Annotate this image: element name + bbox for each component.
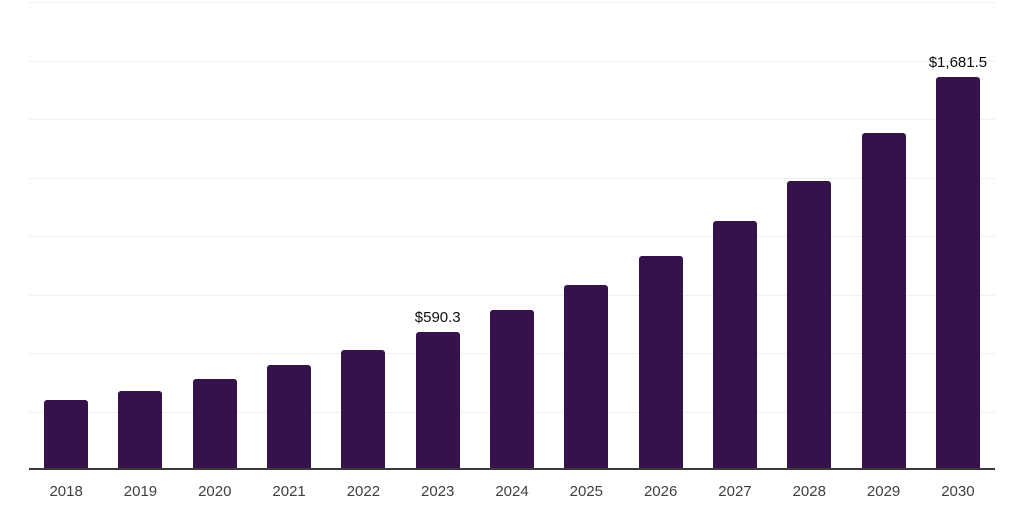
x-axis-line [29, 468, 995, 470]
bar-2025[interactable] [564, 284, 609, 470]
bar-2024[interactable] [490, 309, 535, 470]
x-tick-label-2026: 2026 [643, 483, 678, 500]
x-tick-label-2025: 2025 [569, 483, 604, 500]
x-tick-label-2018: 2018 [49, 483, 83, 500]
bar-2022[interactable] [341, 349, 386, 470]
x-tick-label-2019: 2019 [123, 483, 158, 500]
bar-slot-2022 [326, 2, 400, 470]
bar-slot-2020 [178, 2, 252, 470]
bar-2018[interactable] [44, 400, 89, 470]
bar-slot-2021 [252, 2, 326, 470]
bar-2028[interactable] [787, 180, 832, 470]
x-tick-label-2021: 2021 [272, 483, 306, 500]
x-tick-label-2028: 2028 [792, 483, 826, 500]
gridline-2000 [29, 2, 995, 3]
bar-slot-2023: $590.3 [401, 2, 475, 470]
bar-slot-2029 [846, 2, 920, 470]
bar-slot-2025 [549, 2, 623, 470]
bar-slot-2019 [103, 2, 177, 470]
bar-2029[interactable] [861, 132, 906, 470]
bar-slot-2027 [698, 2, 772, 470]
x-axis-tick-labels: 2018 2019 2020 2021 2022 2023 2024 2025 2026 2027… [29, 480, 995, 504]
gridline-1250 [29, 177, 995, 179]
x-tick-label-2029: 2029 [866, 483, 901, 500]
x-tick-label-2027: 2027 [718, 483, 752, 500]
bar-slot-2018 [29, 2, 103, 470]
bar-slot-2030: $1,681.5 [921, 2, 995, 470]
bar-slot-2026 [624, 2, 698, 470]
bar-value-label-2030: $1,681.5 [928, 53, 988, 71]
x-tick-label-2023: 2023 [421, 483, 455, 500]
bar-slot-2024 [475, 2, 549, 470]
bars-row: $590.3 $1,681.5 [29, 2, 995, 470]
x-tick-label-2022: 2022 [346, 483, 381, 500]
gridline-750 [29, 294, 995, 296]
bar-2026[interactable] [638, 256, 683, 470]
x-tick-label-2030: 2030 [941, 483, 975, 500]
bar-2027[interactable] [712, 221, 757, 470]
gridline-1750 [29, 60, 995, 62]
x-tick-label-2024: 2024 [495, 483, 529, 500]
bar-slot-2028 [772, 2, 846, 470]
bar-2019[interactable] [118, 390, 163, 470]
gridline-1000 [29, 236, 995, 237]
x-tick-label-2020: 2020 [198, 483, 232, 500]
bar-2030[interactable] [935, 76, 980, 470]
bar-2021[interactable] [267, 365, 312, 470]
gridline-1500 [29, 119, 995, 120]
bar-2023[interactable] [415, 331, 460, 470]
plot-area: $590.3 $1,681.5 [29, 2, 995, 470]
bar-2020[interactable] [192, 379, 237, 470]
bar-value-label-2023: $590.3 [414, 308, 461, 326]
